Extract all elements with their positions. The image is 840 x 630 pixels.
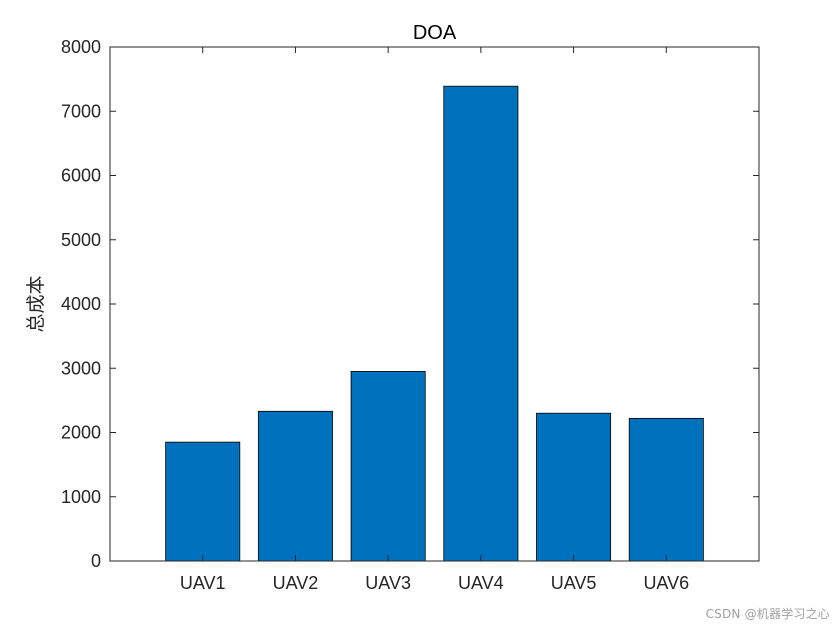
bar-uav1 — [165, 441, 241, 562]
y-tick-label: 6000 — [61, 166, 101, 186]
y-tick-label: 8000 — [61, 37, 101, 57]
y-axis-label: 总成本 — [25, 275, 47, 332]
chart-title: DOA — [413, 22, 457, 44]
x-tick-label: UAV6 — [643, 573, 689, 593]
bar-uav2 — [257, 410, 333, 562]
x-tick-label: UAV3 — [365, 573, 411, 593]
x-tick-label: UAV2 — [273, 573, 319, 593]
x-tick-label: UAV5 — [551, 573, 597, 593]
y-tick-label: 7000 — [61, 101, 101, 121]
y-tick-label: 3000 — [61, 358, 101, 378]
y-tick-label: 4000 — [61, 294, 101, 314]
x-tick-label: UAV1 — [180, 573, 226, 593]
y-tick-label: 5000 — [61, 230, 101, 250]
bar-uav4 — [443, 85, 519, 562]
y-tick-label: 1000 — [61, 487, 101, 507]
y-tick-label: 2000 — [61, 423, 101, 443]
y-tick-label: 0 — [91, 551, 101, 571]
axes-group: 0 1000 2000 3000 4000 5000 6000 7000 8000 UAV1 UAV… — [61, 37, 760, 593]
watermark: CSDN @机器学习之心 — [705, 607, 830, 621]
x-tick-label: UAV4 — [458, 573, 504, 593]
bar-uav6 — [628, 417, 704, 562]
bars-group — [165, 85, 704, 562]
bar-uav5 — [536, 412, 612, 562]
bar-uav3 — [350, 371, 426, 562]
